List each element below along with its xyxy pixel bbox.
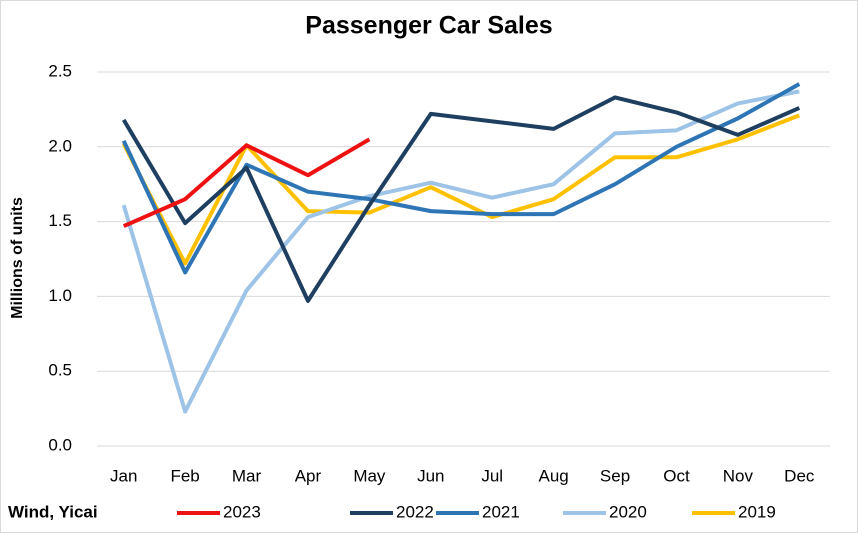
- x-tick-label: May: [353, 466, 386, 485]
- x-tick-label: Oct: [663, 466, 690, 485]
- y-tick-label: 1.5: [48, 211, 72, 230]
- x-tick-label: Apr: [295, 466, 322, 485]
- series-line: [121, 113, 801, 266]
- source: Wind, Yicai: [8, 502, 98, 521]
- series-line: [121, 95, 801, 303]
- x-tick-label: Dec: [784, 466, 815, 485]
- x-tick-label: Jan: [110, 466, 137, 485]
- x-tick-label: Nov: [723, 466, 754, 485]
- x-tick-label: Sep: [600, 466, 630, 485]
- x-tick-label: Jun: [417, 466, 444, 485]
- series-line: [122, 137, 371, 228]
- legend-label: 2022: [396, 502, 434, 521]
- x-tick-label: Jul: [481, 466, 503, 485]
- x-tick-label: Feb: [170, 466, 199, 485]
- series-line: [121, 89, 800, 414]
- chart-title: Passenger Car Sales: [305, 12, 552, 40]
- y-axis-label: Millions of units: [9, 197, 26, 319]
- legend-label: 2021: [482, 502, 520, 521]
- y-tick-label: 0.0: [48, 435, 72, 454]
- legend-label: 2023: [223, 502, 261, 521]
- y-tick-label: 0.5: [48, 361, 72, 380]
- y-tick-label: 2.0: [48, 136, 72, 155]
- legend-label: 2020: [609, 502, 647, 521]
- x-tick-label: Mar: [232, 466, 262, 485]
- legend-label: 2019: [738, 502, 776, 521]
- y-tick-label: 2.5: [48, 61, 72, 80]
- y-tick-label: 1.0: [48, 286, 72, 305]
- series-line: [121, 82, 801, 275]
- x-tick-label: Aug: [539, 466, 569, 485]
